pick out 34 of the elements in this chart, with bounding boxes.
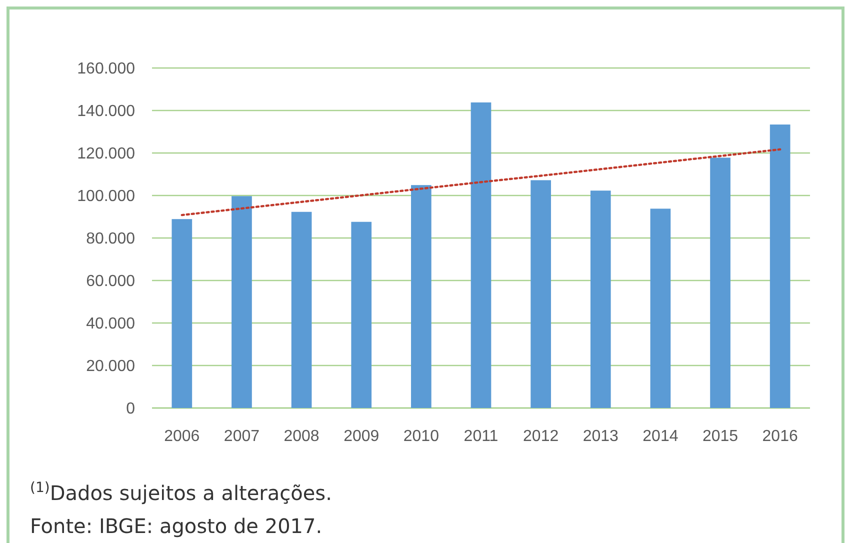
bar: [770, 124, 790, 408]
x-tick-label: 2008: [284, 428, 320, 445]
x-tick-label: 2006: [164, 428, 200, 445]
bar: [590, 190, 611, 408]
y-tick-label: 0: [126, 400, 136, 418]
x-tick-label: 2007: [224, 428, 260, 445]
bar: [232, 196, 252, 408]
x-tick-label: 2013: [582, 428, 619, 445]
x-tick-label: 2014: [642, 428, 678, 445]
y-tick-label: 120.000: [77, 146, 136, 163]
bar: [291, 212, 312, 408]
x-tick-label: 2015: [702, 428, 738, 445]
x-tick-label: 2009: [344, 428, 380, 445]
x-tick-label: 2011: [464, 428, 498, 445]
y-tick-label: 80.000: [86, 230, 136, 248]
y-tick-label: 40.000: [86, 316, 136, 333]
source-note: Fonte: IBGE: agosto de 2017.: [30, 514, 322, 538]
y-tick-label: 20.000: [86, 358, 136, 376]
y-tick-label: 160.000: [77, 60, 136, 78]
text: $^{(1)}$Dados sujeitos a alterações.: [30, 480, 332, 505]
x-tick-label: 2010: [403, 428, 440, 445]
y-tick-label: 100.000: [77, 188, 136, 206]
x-tick-label: 2012: [523, 428, 559, 445]
y-tick-label: 140.000: [77, 103, 136, 120]
bar: [351, 222, 372, 408]
bar: [530, 180, 551, 408]
bar: [172, 219, 192, 408]
bar: [710, 158, 730, 408]
bar: [650, 208, 671, 408]
x-tick-label: 2016: [762, 428, 798, 445]
bar: [470, 102, 492, 408]
y-tick-label: 60.000: [86, 273, 136, 290]
bar: [411, 185, 432, 408]
line-series: [180, 148, 782, 216]
